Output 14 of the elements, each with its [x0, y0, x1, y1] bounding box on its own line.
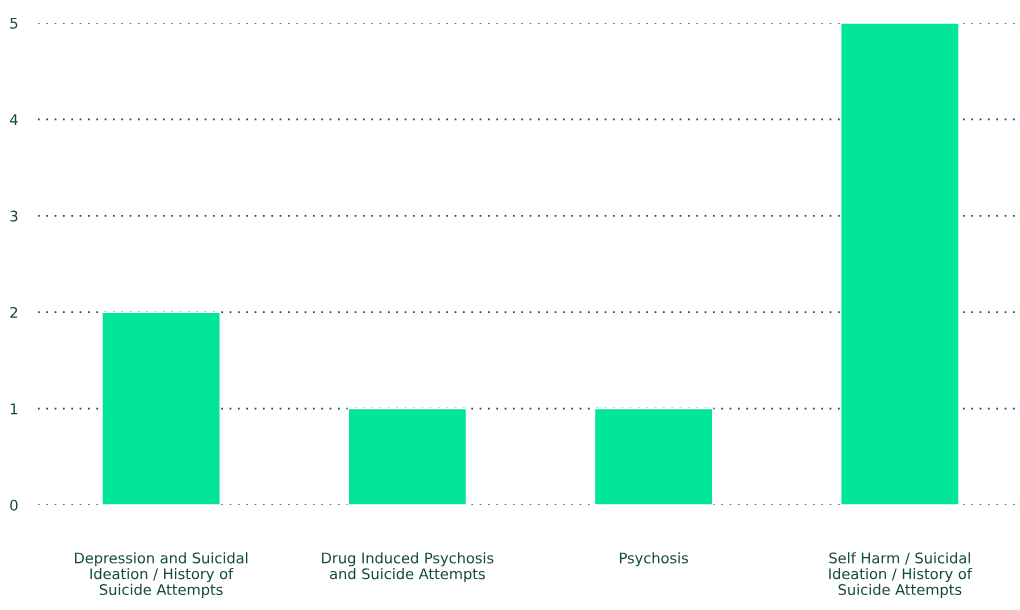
x-tick-label: Depression and Suicidal Ideation / History of Suicide Attempts	[75, 552, 248, 598]
y-tick-label: 0	[10, 499, 18, 511]
y-tick-label: 2	[10, 306, 18, 318]
y-tick-label: 3	[10, 210, 18, 222]
y-tick-label: 5	[10, 17, 18, 29]
y-tick-label: 1	[10, 403, 18, 415]
bar	[840, 23, 960, 505]
x-tick-label: Drug Induced Psychosis and Suicide Attempts	[322, 552, 494, 583]
bar	[593, 407, 714, 505]
x-tick-label: Psychosis	[619, 552, 689, 567]
x-tick-label: Self Harm / Suicidal Ideation / History of Suicide Attempts	[829, 552, 973, 598]
bar	[101, 311, 221, 505]
y-tick-label: 4	[9, 114, 18, 125]
bar	[347, 407, 468, 505]
